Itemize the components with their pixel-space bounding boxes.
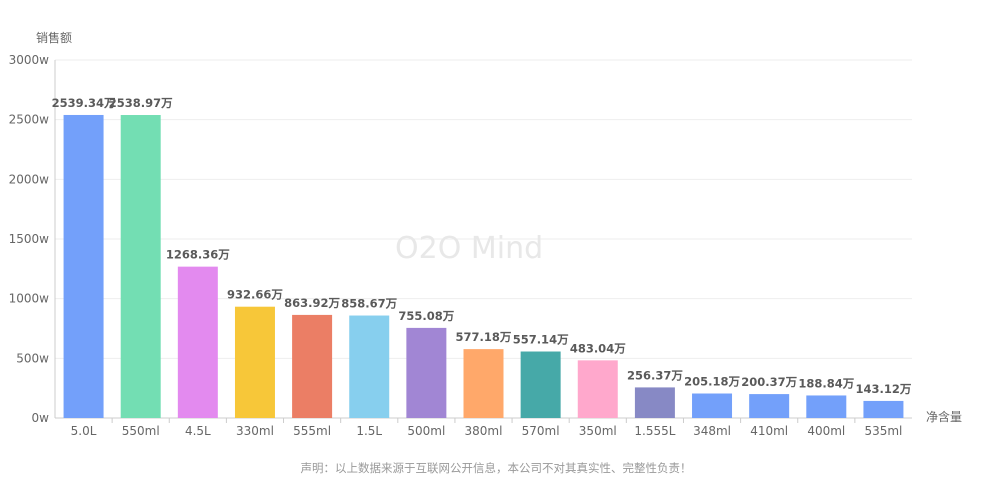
bar-value-label: 577.18万 [456,330,512,344]
bar [406,327,447,418]
bars [63,114,904,419]
bar-value-label: 863.92万 [284,296,340,310]
x-tick-label: 410ml [750,424,788,438]
x-tick-label: 1.5L [356,424,382,438]
bar [292,314,333,418]
bar [577,360,618,418]
x-tick-label: 380ml [465,424,503,438]
y-tick-label: 2000w [9,172,50,186]
disclaimer-footnote: 声明：以上数据来源于互联网公开信息，本公司不对其真实性、完整性负责！ [300,461,692,475]
y-tick-label: 1000w [9,292,50,306]
x-tick-label: 330ml [236,424,274,438]
bar-value-label: 483.04万 [570,341,626,355]
x-tick-label: 555ml [293,424,331,438]
y-axis-title: 销售额 [36,30,72,45]
bar-value-label: 200.37万 [741,375,797,389]
x-tick-label: 500ml [407,424,445,438]
bar [634,387,675,418]
watermark: O2O Mind [395,231,543,266]
bar [177,266,218,418]
bar [234,306,275,418]
y-axis: 0w 500w 1000w 1500w 2000w 2500w 3000w [9,53,56,425]
x-tick-label: 350ml [579,424,617,438]
bar-value-label: 188.84万 [798,376,854,390]
bar-value-label: 2538.97万 [109,96,173,110]
bar [749,394,790,418]
bar-value-label: 858.67万 [341,297,397,311]
x-axis: 5.0L 550ml 4.5L 330ml 555ml 1.5L 500ml 380ml 570… [71,418,902,438]
x-tick-label: 400ml [807,424,845,438]
bar-value-label: 143.12万 [855,382,911,396]
y-tick-label: 0w [32,411,50,425]
bar-value-label: 932.66万 [227,288,283,302]
x-tick-label: 1.555L [634,424,675,438]
y-tick-label: 2500w [9,113,50,127]
bar [692,393,733,418]
y-tick-label: 3000w [9,53,50,67]
bar [806,395,847,418]
bar [463,349,504,418]
y-tick-label: 1500w [9,232,50,246]
x-tick-label: 535ml [864,424,902,438]
y-tick-label: 500w [16,351,49,365]
bar-value-label: 755.08万 [398,309,454,323]
bar-value-label: 1268.36万 [166,248,230,262]
bar [863,400,904,418]
bar-value-label: 205.18万 [684,375,740,389]
bar-value-label: 557.14万 [513,333,569,347]
bar-value-label: 256.37万 [627,368,683,382]
bar [349,315,390,418]
x-tick-label: 570ml [522,424,560,438]
bar [120,115,161,419]
x-tick-label: 550ml [122,424,160,438]
bar [520,351,561,418]
bar [63,114,104,418]
x-tick-label: 5.0L [71,424,97,438]
x-tick-label: 348ml [693,424,731,438]
x-axis-title: 净含量 [926,409,962,424]
bar-value-label: 2539.34万 [52,96,116,110]
x-tick-label: 4.5L [185,424,211,438]
